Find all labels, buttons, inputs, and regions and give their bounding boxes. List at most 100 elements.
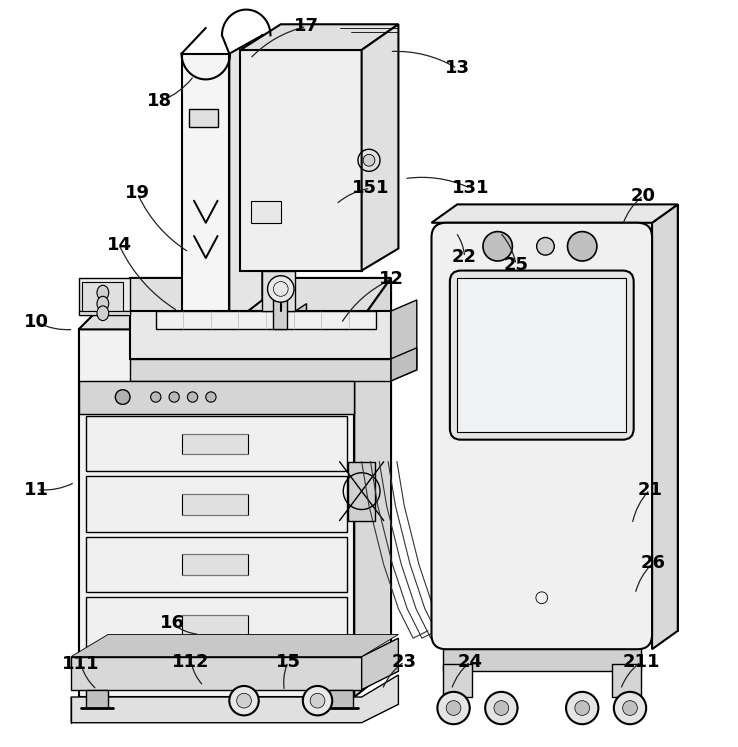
Circle shape [575, 701, 590, 716]
PathPatch shape [86, 689, 108, 708]
Text: 25: 25 [503, 255, 528, 273]
Text: 14: 14 [106, 236, 131, 254]
Circle shape [494, 701, 508, 716]
PathPatch shape [78, 311, 130, 314]
PathPatch shape [362, 24, 399, 270]
PathPatch shape [391, 300, 417, 381]
Text: 131: 131 [452, 179, 489, 197]
Bar [480, 457, 492, 472]
PathPatch shape [241, 24, 399, 50]
PathPatch shape [86, 477, 347, 532]
Text: 26: 26 [641, 554, 665, 572]
Bar [547, 457, 559, 472]
Text: 10: 10 [24, 313, 49, 331]
Bar [450, 583, 634, 613]
Text: 22: 22 [452, 248, 477, 267]
Text: 21: 21 [638, 480, 662, 499]
PathPatch shape [348, 462, 375, 521]
Circle shape [568, 232, 597, 261]
Text: 23: 23 [392, 653, 417, 671]
PathPatch shape [443, 664, 472, 697]
Text: 24: 24 [458, 653, 483, 671]
PathPatch shape [263, 270, 295, 311]
PathPatch shape [86, 597, 347, 652]
Text: 12: 12 [379, 270, 404, 288]
PathPatch shape [391, 348, 417, 381]
Circle shape [614, 692, 646, 724]
PathPatch shape [362, 638, 399, 689]
Bar [613, 457, 625, 472]
PathPatch shape [354, 278, 391, 697]
PathPatch shape [72, 675, 399, 723]
PathPatch shape [78, 278, 130, 311]
Text: 20: 20 [631, 187, 656, 205]
Circle shape [310, 693, 325, 708]
Circle shape [187, 392, 198, 402]
PathPatch shape [182, 54, 230, 326]
Circle shape [303, 686, 332, 716]
Text: 112: 112 [173, 653, 210, 671]
PathPatch shape [78, 329, 354, 697]
Text: 151: 151 [352, 179, 389, 197]
PathPatch shape [130, 311, 391, 359]
Circle shape [363, 155, 375, 166]
Text: 111: 111 [62, 655, 100, 673]
Circle shape [169, 392, 179, 402]
Bar [459, 457, 470, 472]
PathPatch shape [273, 293, 286, 329]
Circle shape [230, 686, 259, 716]
PathPatch shape [86, 536, 347, 592]
FancyBboxPatch shape [450, 270, 634, 440]
Circle shape [115, 390, 130, 404]
PathPatch shape [130, 359, 391, 381]
Bar [182, 615, 248, 635]
PathPatch shape [241, 50, 362, 270]
Circle shape [566, 692, 599, 724]
Text: 11: 11 [24, 480, 49, 499]
Bar [252, 201, 280, 223]
PathPatch shape [86, 416, 347, 471]
Text: 19: 19 [125, 185, 150, 202]
Text: 13: 13 [445, 59, 469, 78]
PathPatch shape [432, 205, 677, 223]
Circle shape [438, 692, 469, 724]
Text: 15: 15 [275, 653, 300, 671]
PathPatch shape [156, 311, 376, 329]
PathPatch shape [170, 326, 273, 351]
PathPatch shape [443, 642, 641, 672]
Circle shape [237, 693, 252, 708]
Circle shape [446, 701, 461, 716]
PathPatch shape [458, 205, 677, 630]
Ellipse shape [97, 297, 108, 311]
PathPatch shape [78, 381, 354, 414]
Circle shape [537, 238, 554, 255]
Bar [525, 457, 537, 472]
Circle shape [483, 232, 512, 261]
Ellipse shape [97, 285, 108, 300]
PathPatch shape [652, 205, 677, 649]
Circle shape [206, 392, 216, 402]
Bar [182, 494, 248, 515]
PathPatch shape [78, 311, 130, 314]
PathPatch shape [189, 109, 218, 127]
Circle shape [268, 276, 294, 303]
PathPatch shape [273, 303, 306, 351]
Text: 16: 16 [159, 615, 184, 633]
Bar [569, 457, 581, 472]
Bar [503, 457, 514, 472]
PathPatch shape [78, 278, 391, 329]
Bar [182, 434, 248, 454]
Bar [182, 554, 248, 575]
Bar [591, 457, 603, 472]
Bar [458, 278, 627, 433]
PathPatch shape [230, 35, 263, 326]
PathPatch shape [328, 689, 353, 708]
PathPatch shape [72, 657, 362, 689]
PathPatch shape [446, 229, 638, 263]
Text: 211: 211 [622, 653, 660, 671]
Circle shape [623, 701, 638, 716]
Text: 17: 17 [294, 17, 319, 35]
FancyBboxPatch shape [432, 223, 652, 649]
Text: 18: 18 [147, 93, 172, 111]
Circle shape [485, 692, 517, 724]
